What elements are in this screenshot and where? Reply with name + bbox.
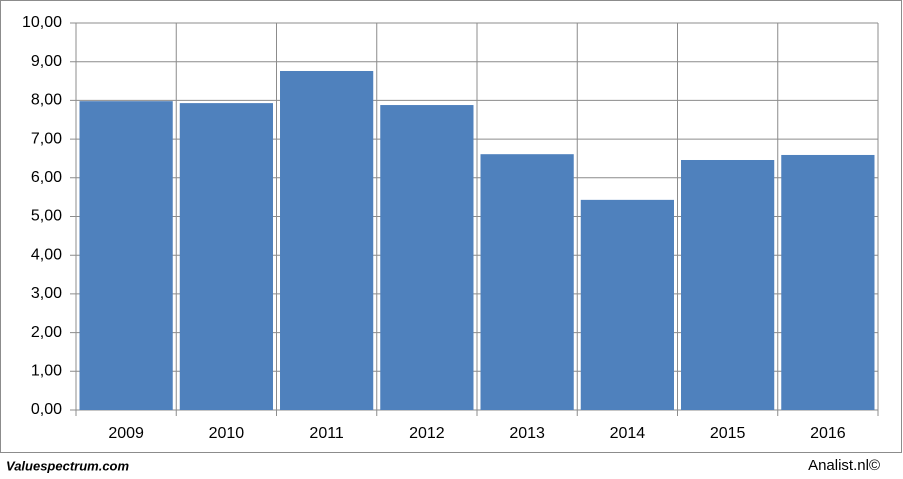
bar <box>380 105 474 410</box>
y-tick-label: 4,00 <box>31 246 62 263</box>
x-tick-label: 2015 <box>710 425 746 442</box>
x-tick-label: 2014 <box>610 425 646 442</box>
bar <box>580 199 674 410</box>
y-tick-label: 7,00 <box>31 130 62 147</box>
y-tick-label: 3,00 <box>31 285 62 302</box>
y-tick-label: 2,00 <box>31 324 62 341</box>
x-tick-label: 2010 <box>209 425 245 442</box>
y-tick-label: 1,00 <box>31 363 62 380</box>
y-tick-label: 9,00 <box>31 53 62 70</box>
bar <box>781 154 875 410</box>
y-tick-label: 10,00 <box>22 14 62 31</box>
source-right: Analist.nl© <box>808 457 880 474</box>
y-tick-label: 6,00 <box>31 169 62 186</box>
bar <box>280 70 374 410</box>
x-tick-label: 2016 <box>810 425 846 442</box>
source-left: Valuespectrum.com <box>6 458 130 473</box>
x-tick-label: 2011 <box>309 425 344 442</box>
y-tick-label: 0,00 <box>31 401 62 418</box>
bar <box>681 159 775 410</box>
x-tick-label: 2013 <box>509 425 545 442</box>
y-tick-label: 8,00 <box>31 92 62 109</box>
bar <box>480 154 574 410</box>
bar <box>179 103 273 410</box>
x-tick-label: 2012 <box>409 425 445 442</box>
x-tick-label: 2009 <box>108 425 144 442</box>
y-tick-label: 5,00 <box>31 208 62 225</box>
bar <box>79 101 173 410</box>
